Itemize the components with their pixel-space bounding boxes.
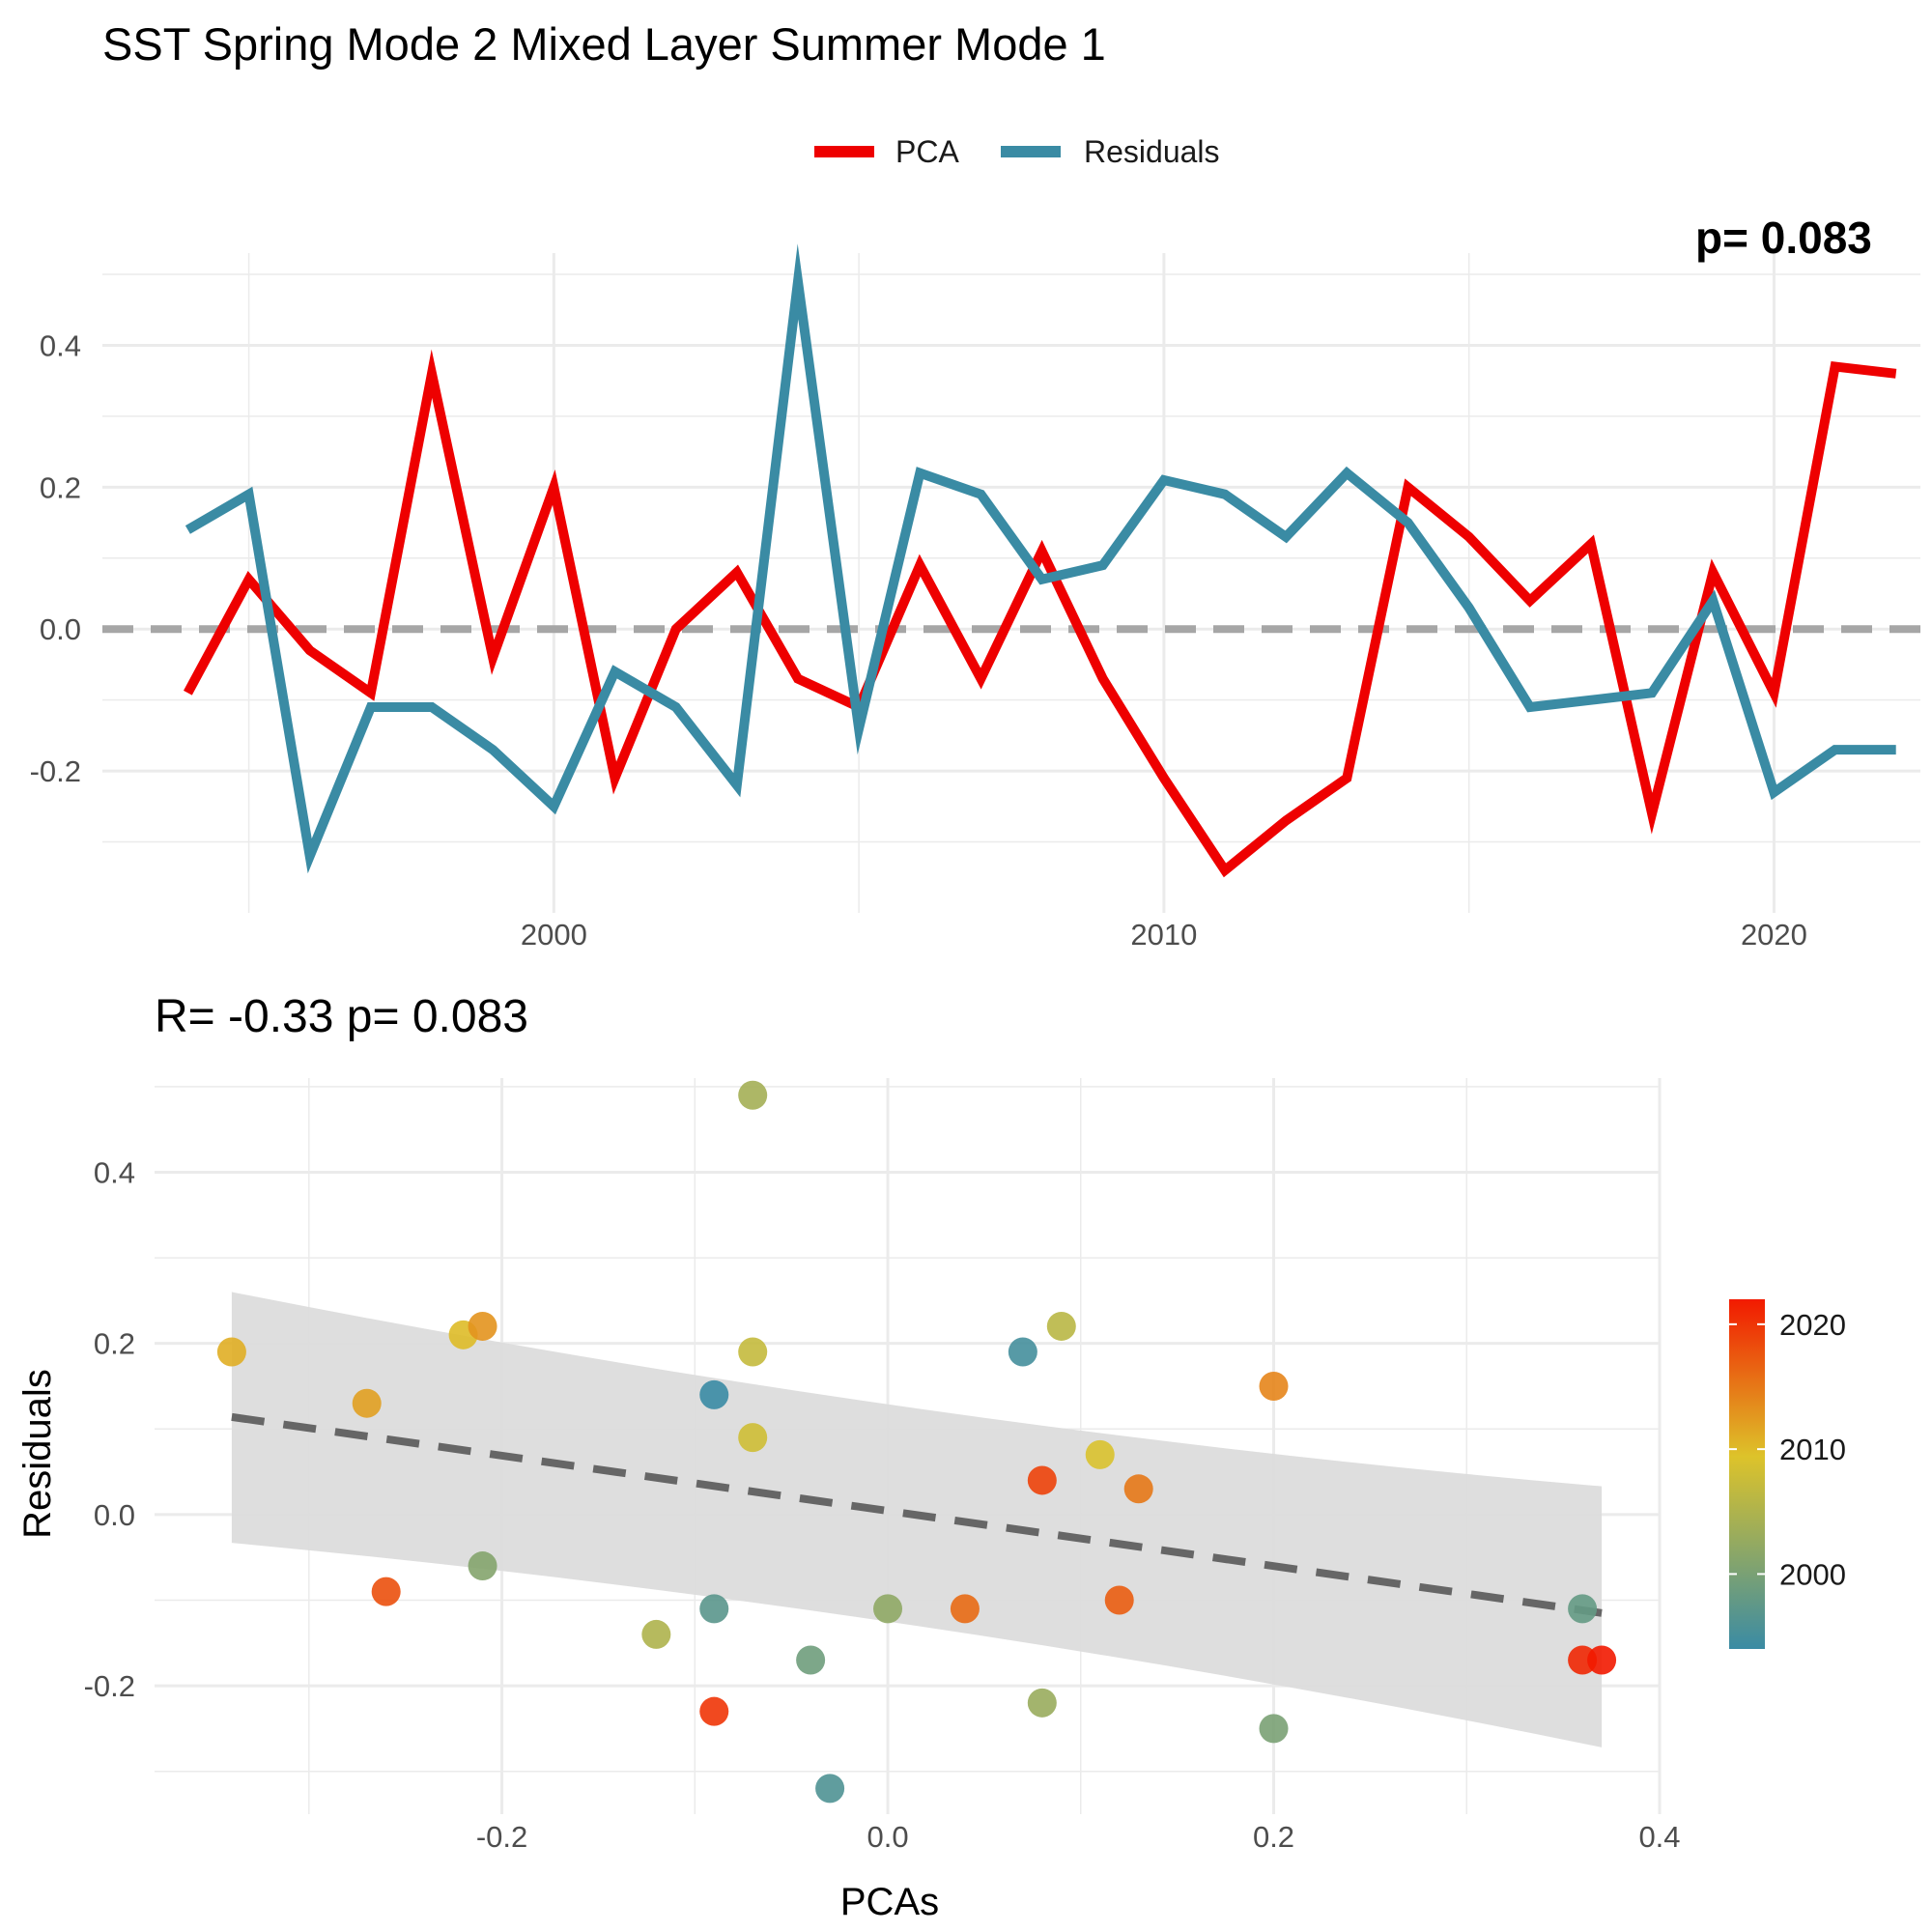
scatter-point <box>1027 1465 1057 1495</box>
colorbar-tick-label: 2010 <box>1779 1433 1846 1466</box>
scatter-point <box>796 1645 826 1675</box>
scatter-x-tick-labels: -0.2 0.0 0.2 0.4 <box>476 1820 1681 1854</box>
x-tick-label: 0.2 <box>1253 1820 1294 1854</box>
scatter-point <box>738 1337 768 1367</box>
x-tick-label: 2020 <box>1741 918 1807 952</box>
scatter-title: R= -0.33 p= 0.083 <box>155 991 528 1042</box>
x-tick-label: 2000 <box>521 918 587 952</box>
scatter-point <box>738 1423 768 1453</box>
scatter-point <box>1568 1594 1598 1624</box>
regression-line <box>231 1412 1603 1617</box>
confidence-ribbon <box>231 1292 1603 1747</box>
timeseries-x-tick-labels: 2000 2010 2020 <box>521 918 1807 952</box>
y-tick-label: 0.2 <box>94 1327 135 1361</box>
colorbar-tick-label: 2020 <box>1779 1308 1846 1342</box>
scatter-point <box>1046 1311 1076 1341</box>
series-line-pca <box>183 349 1897 878</box>
legend: PCA Residuals <box>814 134 1220 169</box>
colorbar-gradient <box>1729 1299 1765 1649</box>
figure-title: SST Spring Mode 2 Mixed Layer Summer Mod… <box>102 18 1106 70</box>
colorbar-tick-label: 2000 <box>1779 1557 1846 1591</box>
scatter-point <box>815 1774 845 1804</box>
scatter-point <box>1259 1371 1289 1401</box>
scatter-x-axis-label: PCAs <box>840 1881 939 1923</box>
scatter-points <box>216 1080 1617 1804</box>
scatter-point <box>216 1337 246 1367</box>
scatter-point <box>1587 1645 1617 1675</box>
scatter-point <box>738 1080 768 1110</box>
scatter-point <box>641 1619 671 1649</box>
x-tick-label: 0.4 <box>1638 1820 1680 1854</box>
y-tick-label: 0.4 <box>94 1155 135 1189</box>
y-tick-label: -0.2 <box>84 1669 135 1703</box>
scatter-point <box>352 1388 382 1418</box>
legend-label-residuals: Residuals <box>1084 134 1220 169</box>
scatter-point <box>1027 1688 1057 1718</box>
scatter-point <box>371 1577 401 1606</box>
y-tick-label: 0.4 <box>40 328 81 362</box>
y-tick-label: -0.2 <box>30 754 81 788</box>
scatter-point <box>1104 1585 1134 1615</box>
x-tick-label: 0.0 <box>867 1820 908 1854</box>
scatter-point <box>699 1594 729 1624</box>
scatter-panel: R= -0.33 p= 0.083 -0.2 0.0 0.2 0.4 -0.2 0.0 0… <box>16 991 1681 1923</box>
scatter-point <box>1085 1439 1115 1469</box>
x-tick-label: -0.2 <box>476 1820 527 1854</box>
timeseries-lines <box>183 243 1897 878</box>
timeseries-clipped-annotation: p= 0.083 <box>1695 213 1872 263</box>
y-tick-label: 0.0 <box>40 612 81 646</box>
scatter-y-axis-label: Residuals <box>16 1369 59 1539</box>
timeseries-y-tick-labels: -0.2 0.0 0.2 0.4 <box>30 328 81 788</box>
colorbar-ticks: 2020 2010 2000 <box>1729 1308 1846 1591</box>
scatter-point <box>468 1311 497 1341</box>
scatter-point <box>1123 1474 1153 1504</box>
scatter-point <box>873 1594 903 1624</box>
x-tick-label: 2010 <box>1130 918 1197 952</box>
colorbar: 2020 2010 2000 <box>1729 1299 1846 1649</box>
scatter-point <box>468 1551 497 1581</box>
scatter-point <box>699 1379 729 1409</box>
scatter-point <box>950 1594 980 1624</box>
timeseries-panel: -0.2 0.0 0.2 0.4 2000 2010 2020 p= 0.083 <box>30 213 1920 952</box>
y-tick-label: 0.2 <box>40 470 81 504</box>
legend-label-pca: PCA <box>895 134 959 169</box>
scatter-y-tick-labels: -0.2 0.0 0.2 0.4 <box>84 1155 135 1703</box>
scatter-point <box>1259 1714 1289 1744</box>
y-tick-label: 0.0 <box>94 1498 135 1532</box>
scatter-point <box>699 1696 729 1726</box>
series-line-residuals <box>185 243 1896 874</box>
scatter-point <box>1008 1337 1037 1367</box>
